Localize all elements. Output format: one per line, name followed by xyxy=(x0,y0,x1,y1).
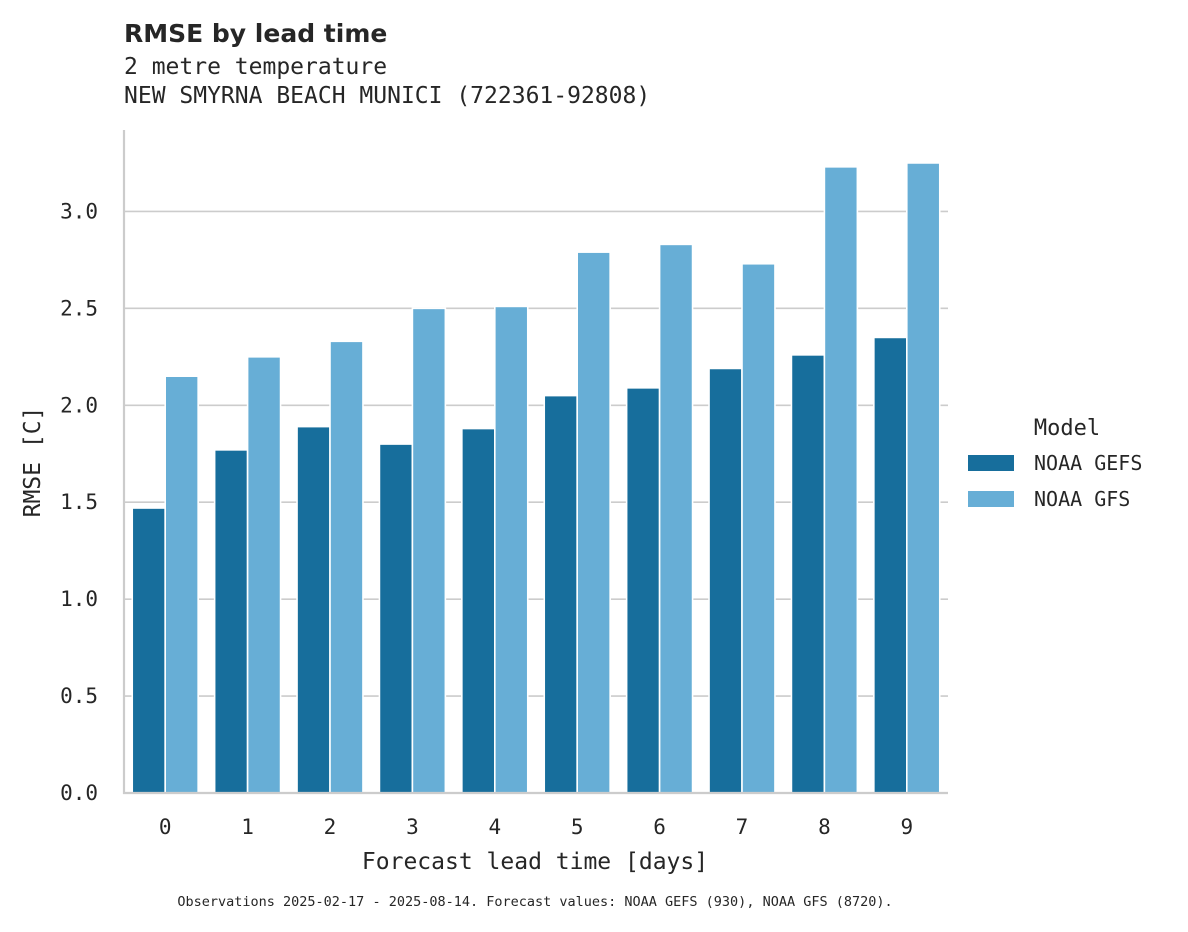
tick-labels: 0.0 0.5 1.0 1.5 2.0 2.5 3.0 0 1 2 3 4 5 6 7 8 9 xyxy=(60,199,913,839)
legend-title: Model xyxy=(1034,416,1100,441)
x-tick-label-2: 2 xyxy=(324,815,337,839)
legend-label-noaa-gfs: NOAA GFS xyxy=(1034,487,1130,511)
legend-label-noaa-gefs: NOAA GEFS xyxy=(1034,451,1142,475)
x-tick-label-4: 4 xyxy=(488,815,501,839)
bar-noaa-gfs-lead-6 xyxy=(658,243,694,794)
bar-noaa-gfs-lead-1 xyxy=(246,356,282,794)
x-tick-label-0: 0 xyxy=(159,815,172,839)
x-tick-label-1: 1 xyxy=(241,815,254,839)
x-tick-label-8: 8 xyxy=(818,815,831,839)
footnote: Observations 2025-02-17 - 2025-08-14. Fo… xyxy=(177,894,892,910)
bar-noaa-gfs-lead-0 xyxy=(164,375,199,794)
bar-noaa-gefs-lead-3 xyxy=(378,443,414,794)
bar-noaa-gefs-lead-8 xyxy=(790,354,826,794)
bar-noaa-gefs-lead-0 xyxy=(131,507,167,794)
x-tick-label-5: 5 xyxy=(571,815,584,839)
chart-subtitle-station: NEW SMYRNA BEACH MUNICI (722361-92808) xyxy=(124,83,650,109)
bar-noaa-gefs-lead-4 xyxy=(461,427,496,794)
bar-noaa-gefs-lead-9 xyxy=(873,336,908,794)
bar-noaa-gfs-lead-5 xyxy=(576,251,611,794)
bar-noaa-gefs-lead-7 xyxy=(708,367,743,794)
y-axis-label: RMSE [C] xyxy=(20,407,46,518)
y-tick-label-1.0: 1.0 xyxy=(60,587,98,611)
x-tick-label-3: 3 xyxy=(406,815,419,839)
y-tick-label-3.0: 3.0 xyxy=(60,199,98,223)
y-tick-label-2.5: 2.5 xyxy=(60,296,98,320)
y-tick-label-0.5: 0.5 xyxy=(60,684,98,708)
bar-noaa-gefs-lead-2 xyxy=(296,425,331,794)
bar-noaa-gefs-lead-1 xyxy=(213,449,249,794)
legend-swatch-noaa-gefs xyxy=(968,455,1014,471)
bar-noaa-gfs-lead-8 xyxy=(823,166,859,794)
bar-noaa-gefs-lead-5 xyxy=(543,394,578,794)
axes xyxy=(122,130,948,795)
legend-swatch-noaa-gfs xyxy=(968,491,1014,507)
bar-noaa-gefs-lead-6 xyxy=(625,387,661,794)
y-tick-label-1.5: 1.5 xyxy=(60,490,98,514)
legend: Model NOAA GEFS NOAA GFS xyxy=(968,416,1142,511)
y-tick-label-2.0: 2.0 xyxy=(60,393,98,417)
bar-noaa-gfs-lead-9 xyxy=(905,162,941,794)
bar-noaa-gfs-lead-3 xyxy=(411,307,447,794)
x-tick-label-9: 9 xyxy=(900,815,913,839)
x-tick-label-6: 6 xyxy=(653,815,666,839)
bar-noaa-gfs-lead-4 xyxy=(493,305,529,794)
bar-noaa-gfs-lead-2 xyxy=(329,340,364,794)
bar-noaa-gfs-lead-7 xyxy=(741,262,776,794)
chart-subtitle-variable: 2 metre temperature xyxy=(124,54,387,80)
y-tick-label-0.0: 0.0 xyxy=(60,781,98,805)
bars xyxy=(131,162,941,794)
x-tick-label-7: 7 xyxy=(736,815,749,839)
x-axis-label: Forecast lead time [days] xyxy=(362,849,708,875)
chart-title: RMSE by lead time xyxy=(124,19,387,48)
